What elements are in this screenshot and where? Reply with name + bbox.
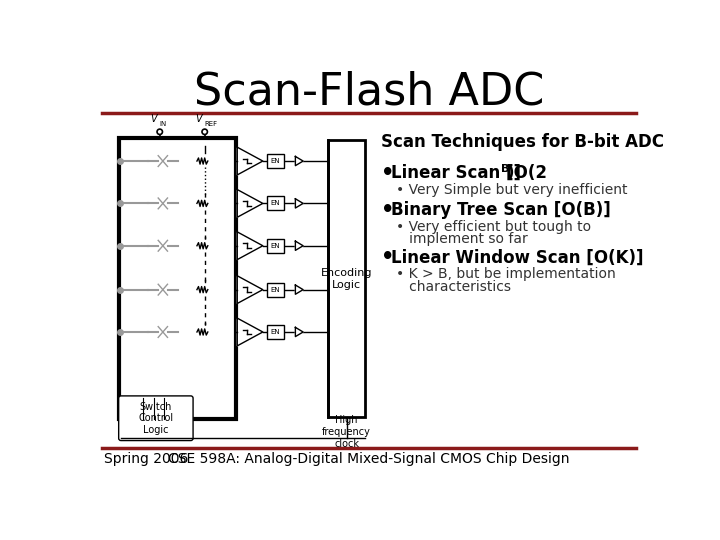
Text: EN: EN: [271, 243, 280, 249]
FancyBboxPatch shape: [119, 396, 193, 441]
Text: Switch
Control
Logic: Switch Control Logic: [138, 402, 174, 435]
Polygon shape: [238, 276, 263, 303]
Bar: [266, 197, 284, 211]
Text: V: V: [150, 114, 157, 124]
Text: REF: REF: [204, 121, 217, 127]
Text: V: V: [195, 114, 202, 124]
Text: Binary Tree Scan [O(B)]: Binary Tree Scan [O(B)]: [392, 200, 611, 219]
Text: Scan Techniques for B-bit ADC: Scan Techniques for B-bit ADC: [381, 133, 664, 151]
Text: Linear Scan [O(2: Linear Scan [O(2: [392, 164, 547, 181]
Text: EN: EN: [271, 287, 280, 293]
Text: EN: EN: [271, 329, 280, 335]
Text: •: •: [381, 200, 394, 220]
Polygon shape: [295, 327, 303, 336]
Bar: [266, 325, 284, 339]
Bar: [266, 283, 284, 296]
Text: •: •: [381, 247, 394, 267]
Text: Encoding
Logic: Encoding Logic: [321, 268, 372, 289]
Text: •: •: [381, 163, 394, 183]
Polygon shape: [238, 147, 263, 175]
Polygon shape: [295, 285, 303, 294]
Bar: [120, 138, 235, 419]
Text: EN: EN: [271, 158, 280, 164]
Polygon shape: [238, 232, 263, 260]
Text: )]: )]: [507, 164, 522, 181]
Text: CSE 598A: Analog-Digital Mixed-Signal CMOS Chip Design: CSE 598A: Analog-Digital Mixed-Signal CM…: [168, 452, 570, 466]
Polygon shape: [295, 241, 303, 251]
Text: High
frequency
clock: High frequency clock: [322, 415, 371, 449]
Text: B: B: [500, 164, 509, 174]
Bar: [328, 140, 365, 417]
Text: • Very Simple but very inefficient: • Very Simple but very inefficient: [396, 183, 628, 197]
Text: Scan-Flash ADC: Scan-Flash ADC: [194, 70, 544, 113]
Text: Spring 2006: Spring 2006: [104, 452, 189, 466]
Text: • K > B, but be implementation: • K > B, but be implementation: [396, 267, 616, 281]
Bar: [266, 239, 284, 253]
Text: • Very efficient but tough to: • Very efficient but tough to: [396, 219, 591, 233]
Bar: [266, 154, 284, 168]
Text: characteristics: characteristics: [396, 280, 511, 294]
Polygon shape: [238, 190, 263, 217]
Text: IN: IN: [159, 121, 166, 127]
Polygon shape: [238, 318, 263, 346]
Text: Linear Window Scan [O(K)]: Linear Window Scan [O(K)]: [392, 248, 644, 266]
Text: EN: EN: [271, 200, 280, 206]
Text: implement so far: implement so far: [396, 232, 528, 246]
Polygon shape: [295, 157, 303, 166]
Polygon shape: [295, 199, 303, 208]
